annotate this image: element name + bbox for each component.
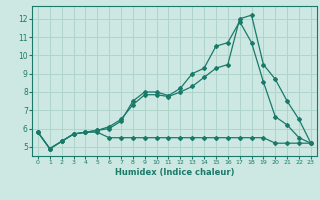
X-axis label: Humidex (Indice chaleur): Humidex (Indice chaleur) bbox=[115, 168, 234, 177]
